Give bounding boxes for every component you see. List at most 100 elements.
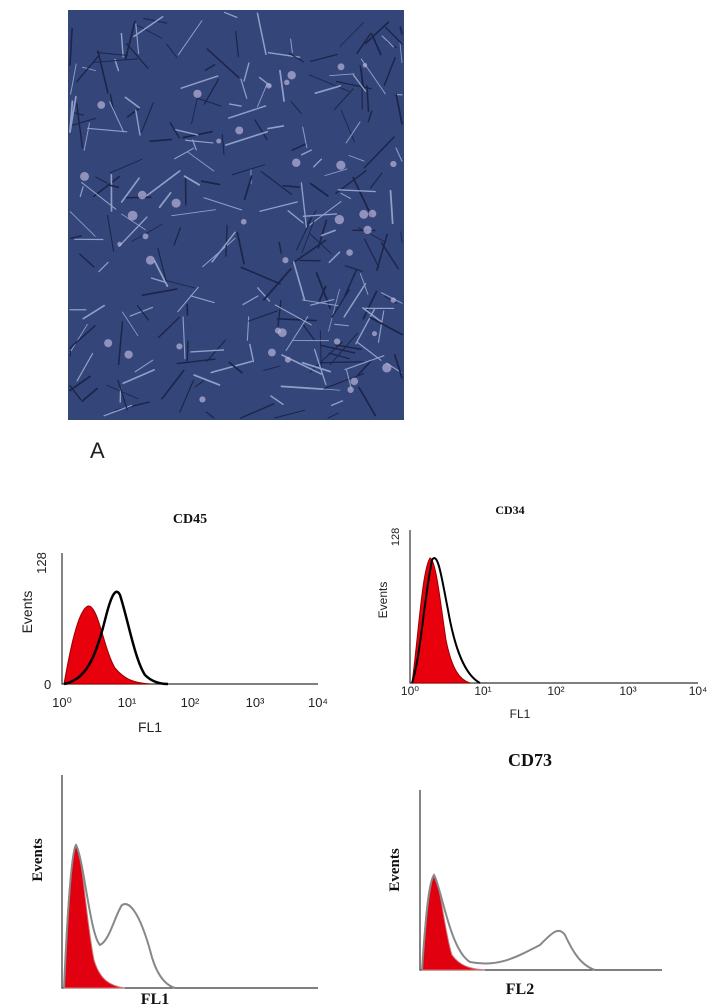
cell — [98, 261, 109, 273]
cell — [104, 339, 113, 348]
cell — [243, 175, 253, 201]
cell — [240, 218, 247, 225]
cell — [350, 377, 359, 386]
cell — [190, 295, 215, 304]
cell — [282, 257, 289, 264]
x-tick-label: 10⁰ — [401, 684, 419, 698]
cell — [313, 348, 327, 386]
cell — [191, 95, 199, 125]
cell — [277, 328, 287, 337]
cell — [288, 52, 305, 63]
cell — [228, 361, 243, 374]
y-tick-label: 128 — [390, 528, 402, 546]
cell — [346, 249, 353, 256]
cell — [292, 261, 306, 301]
cell — [368, 209, 377, 218]
cell — [95, 176, 108, 184]
cell — [284, 356, 291, 363]
cell — [242, 295, 259, 306]
cell — [400, 231, 403, 243]
cell — [177, 286, 199, 313]
cell — [157, 316, 181, 339]
cell — [324, 373, 365, 389]
cell — [136, 304, 150, 321]
cell — [305, 210, 317, 227]
x-tick-label: 10¹ — [474, 684, 491, 698]
cell — [124, 96, 141, 109]
x-tick-label: 10² — [547, 684, 564, 698]
cell — [367, 110, 373, 123]
cell — [187, 151, 215, 172]
cell — [193, 374, 221, 386]
cell — [369, 172, 383, 189]
cell — [161, 369, 185, 400]
cell — [292, 158, 301, 167]
cell — [69, 325, 96, 349]
cell — [257, 83, 268, 108]
cell — [182, 316, 186, 360]
cell — [312, 158, 323, 168]
cell — [235, 126, 244, 135]
axes — [409, 530, 698, 684]
cell — [192, 139, 197, 151]
micrograph — [68, 10, 404, 420]
cell — [177, 20, 203, 56]
cell — [334, 323, 349, 327]
cell — [196, 97, 222, 107]
x-axis-label: FL1 — [141, 991, 169, 1008]
cell — [180, 75, 219, 89]
cell — [141, 288, 178, 297]
cell — [345, 121, 361, 144]
cell — [129, 306, 154, 317]
cell — [363, 136, 395, 169]
cell — [389, 189, 394, 225]
cell — [370, 33, 382, 56]
cell — [225, 130, 269, 146]
cell — [399, 26, 403, 35]
cell — [169, 122, 181, 139]
cell — [369, 316, 403, 336]
cell — [136, 24, 163, 39]
sample-histogram — [421, 873, 596, 971]
sample-histogram — [63, 843, 176, 989]
cell — [70, 63, 77, 95]
cell — [317, 219, 328, 249]
sample-histogram — [63, 590, 169, 686]
x-tick-label: 10⁰ — [52, 695, 72, 710]
axes — [419, 790, 662, 971]
cell — [204, 63, 216, 71]
cell — [146, 170, 181, 197]
panel-title: CD34 — [495, 503, 524, 517]
cell — [185, 139, 214, 144]
cell — [300, 182, 308, 228]
cell — [249, 343, 255, 363]
x-axis-label: FL2 — [506, 981, 534, 998]
cell — [335, 80, 372, 90]
cell — [290, 101, 302, 114]
cell — [166, 280, 196, 289]
cell — [69, 211, 96, 237]
cell — [358, 191, 368, 208]
cell — [92, 175, 121, 198]
cell — [173, 227, 182, 246]
cell — [318, 285, 327, 302]
cell — [256, 287, 271, 302]
cell — [194, 380, 205, 388]
cell — [171, 198, 181, 208]
cell — [383, 57, 396, 87]
cell — [359, 273, 369, 295]
cell — [270, 395, 284, 406]
cell — [122, 369, 155, 385]
cell — [166, 43, 178, 58]
cell — [344, 265, 363, 272]
cell — [140, 102, 154, 133]
panel-title: CD45 — [173, 512, 207, 527]
cell — [186, 340, 189, 362]
cell — [361, 68, 363, 110]
cell — [228, 103, 242, 107]
cell — [263, 365, 281, 371]
cell — [265, 82, 272, 89]
cell — [344, 269, 358, 297]
cell — [320, 344, 356, 354]
